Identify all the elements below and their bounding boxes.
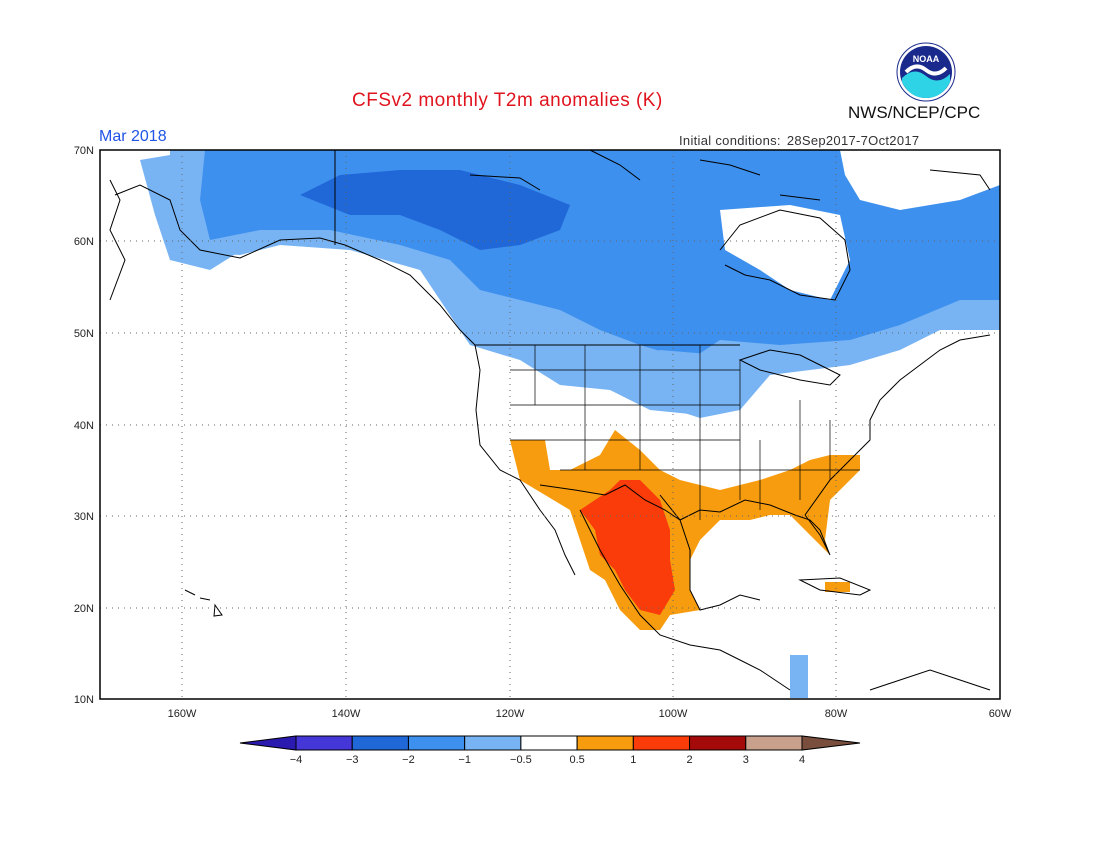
lon-label-100w: 100W — [659, 708, 688, 720]
us-east-coast — [804, 334, 991, 516]
colorbar-level-label: −4 — [290, 754, 303, 766]
lon-label-60w: 60W — [989, 708, 1012, 720]
central-america-blue-area — [790, 655, 808, 698]
map-title: CFSv2 monthly T2m anomalies (K) — [352, 90, 663, 111]
colorbar-box — [407, 735, 466, 751]
canada-dark-blue-area — [300, 170, 570, 250]
state-borders — [510, 345, 860, 520]
lat-label-60: 60N — [74, 236, 94, 248]
noaa-logo-text: NOAA — [913, 54, 940, 64]
lat-label-40: 40N — [74, 420, 94, 432]
lon-label-80w: 80W — [825, 708, 848, 720]
coastlines — [109, 149, 991, 691]
alaska-west-coast — [109, 179, 126, 301]
initial-conditions-label: Initial conditions: — [679, 133, 781, 148]
mexico-pacific-coast — [579, 509, 791, 691]
colorbar-level-label: −2 — [402, 754, 415, 766]
southwest-orange-area — [510, 430, 860, 630]
colorbar-box — [351, 735, 409, 751]
lat-label-50: 50N — [74, 328, 94, 340]
hudson-bay-coast — [719, 209, 851, 301]
us-mexico-border — [539, 484, 681, 521]
colorbar-level-label: 2 — [686, 754, 692, 766]
lat-label-30: 30N — [74, 511, 94, 523]
hudson-white-area — [720, 205, 850, 300]
noaa-logo-icon: NOAA — [896, 42, 956, 102]
colorbar-box — [295, 735, 353, 751]
mexico-red-area — [580, 480, 675, 615]
lon-label-120w: 120W — [496, 708, 525, 720]
anomaly-shading — [140, 150, 1000, 698]
lat-label-20: 20N — [74, 603, 94, 615]
cuba-coast — [798, 577, 872, 596]
colorbar-level-label: 0.5 — [569, 754, 584, 766]
great-lakes — [738, 349, 841, 386]
alaska-coast — [114, 184, 576, 576]
lon-label-140w: 140W — [332, 708, 361, 720]
colorbar-level-label: 3 — [743, 754, 749, 766]
lat-label-70: 70N — [74, 145, 94, 157]
colorbar-arrow-high — [801, 735, 861, 751]
arctic-white-area — [840, 150, 1000, 210]
agency-label: NWS/NCEP/CPC — [848, 103, 981, 122]
colorbar-box — [464, 735, 522, 751]
colorbar-box — [632, 735, 691, 751]
map-frame — [99, 149, 1001, 700]
valid-month: Mar 2018 — [99, 128, 167, 145]
initial-conditions: Initial conditions: 28Sep2017-7Oct2017 — [679, 133, 919, 148]
us-gulf-coast — [679, 499, 831, 556]
initial-conditions-value: 28Sep2017-7Oct2017 — [786, 133, 920, 148]
colorbar-level-label: 4 — [799, 754, 805, 766]
gulf-coast — [659, 494, 761, 611]
map-panel: 70N 60N 50N 40N 30N 20N 10N 160W 140W 12… — [74, 145, 1012, 720]
colorbar-box — [745, 735, 803, 751]
south-america-coast — [869, 669, 991, 691]
northern-plains-blue-area — [580, 350, 745, 418]
colorbar-box — [689, 735, 747, 751]
colorbar-arrow-low — [239, 735, 297, 751]
colorbar-box — [520, 735, 578, 751]
lon-label-160w: 160W — [168, 708, 197, 720]
lon-axis: 160W 140W 120W 100W 80W 60W — [168, 708, 1012, 720]
arctic-islands — [469, 149, 991, 201]
colorbar-level-label: −1 — [458, 754, 471, 766]
colorbar-level-label: 1 — [630, 754, 636, 766]
hawaii — [184, 589, 223, 617]
colorbar-level-label: −0.5 — [510, 754, 532, 766]
cuba-orange-area — [825, 582, 850, 592]
colorbar: −4 −3 −2 −1 −0.5 0.5 1 2 3 4 — [239, 735, 861, 766]
lat-label-10: 10N — [74, 694, 94, 706]
graticule — [100, 150, 1000, 699]
colorbar-box — [576, 735, 634, 751]
lat-axis: 70N 60N 50N 40N 30N 20N 10N — [74, 145, 94, 706]
colorbar-level-label: −3 — [346, 754, 359, 766]
